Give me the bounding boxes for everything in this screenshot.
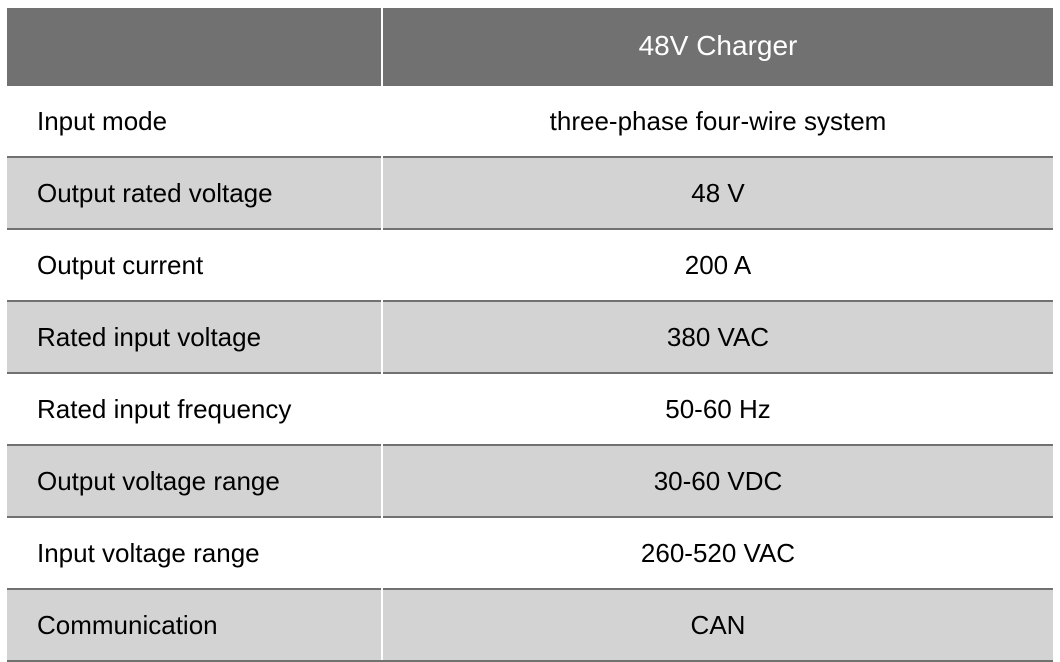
table-row: Rated input voltage 380 VAC	[7, 301, 1053, 373]
row-label: Rated input voltage	[7, 301, 382, 373]
row-value: 50-60 Hz	[382, 373, 1053, 445]
table-row: Output rated voltage 48 V	[7, 157, 1053, 229]
table-row: Rated input frequency 50-60 Hz	[7, 373, 1053, 445]
row-label: Output current	[7, 229, 382, 301]
table-row: Input mode three-phase four-wire system	[7, 85, 1053, 157]
row-label: Input voltage range	[7, 517, 382, 589]
table-row: Output current 200 A	[7, 229, 1053, 301]
row-label: Communication	[7, 589, 382, 661]
table-row: Input voltage range 260-520 VAC	[7, 517, 1053, 589]
row-label: Output rated voltage	[7, 157, 382, 229]
row-label: Output voltage range	[7, 445, 382, 517]
row-label: Rated input frequency	[7, 373, 382, 445]
header-title-cell: 48V Charger	[382, 8, 1053, 85]
row-label: Input mode	[7, 85, 382, 157]
table-row: Communication CAN	[7, 589, 1053, 661]
row-value: 380 VAC	[382, 301, 1053, 373]
row-value: 260-520 VAC	[382, 517, 1053, 589]
row-value: 48 V	[382, 157, 1053, 229]
table-row: Output voltage range 30-60 VDC	[7, 445, 1053, 517]
row-value: 30-60 VDC	[382, 445, 1053, 517]
table-header-row: 48V Charger	[7, 8, 1053, 85]
spec-table: 48V Charger Input mode three-phase four-…	[7, 8, 1053, 662]
row-value: three-phase four-wire system	[382, 85, 1053, 157]
row-value: CAN	[382, 589, 1053, 661]
row-value: 200 A	[382, 229, 1053, 301]
header-blank-cell	[7, 8, 382, 85]
